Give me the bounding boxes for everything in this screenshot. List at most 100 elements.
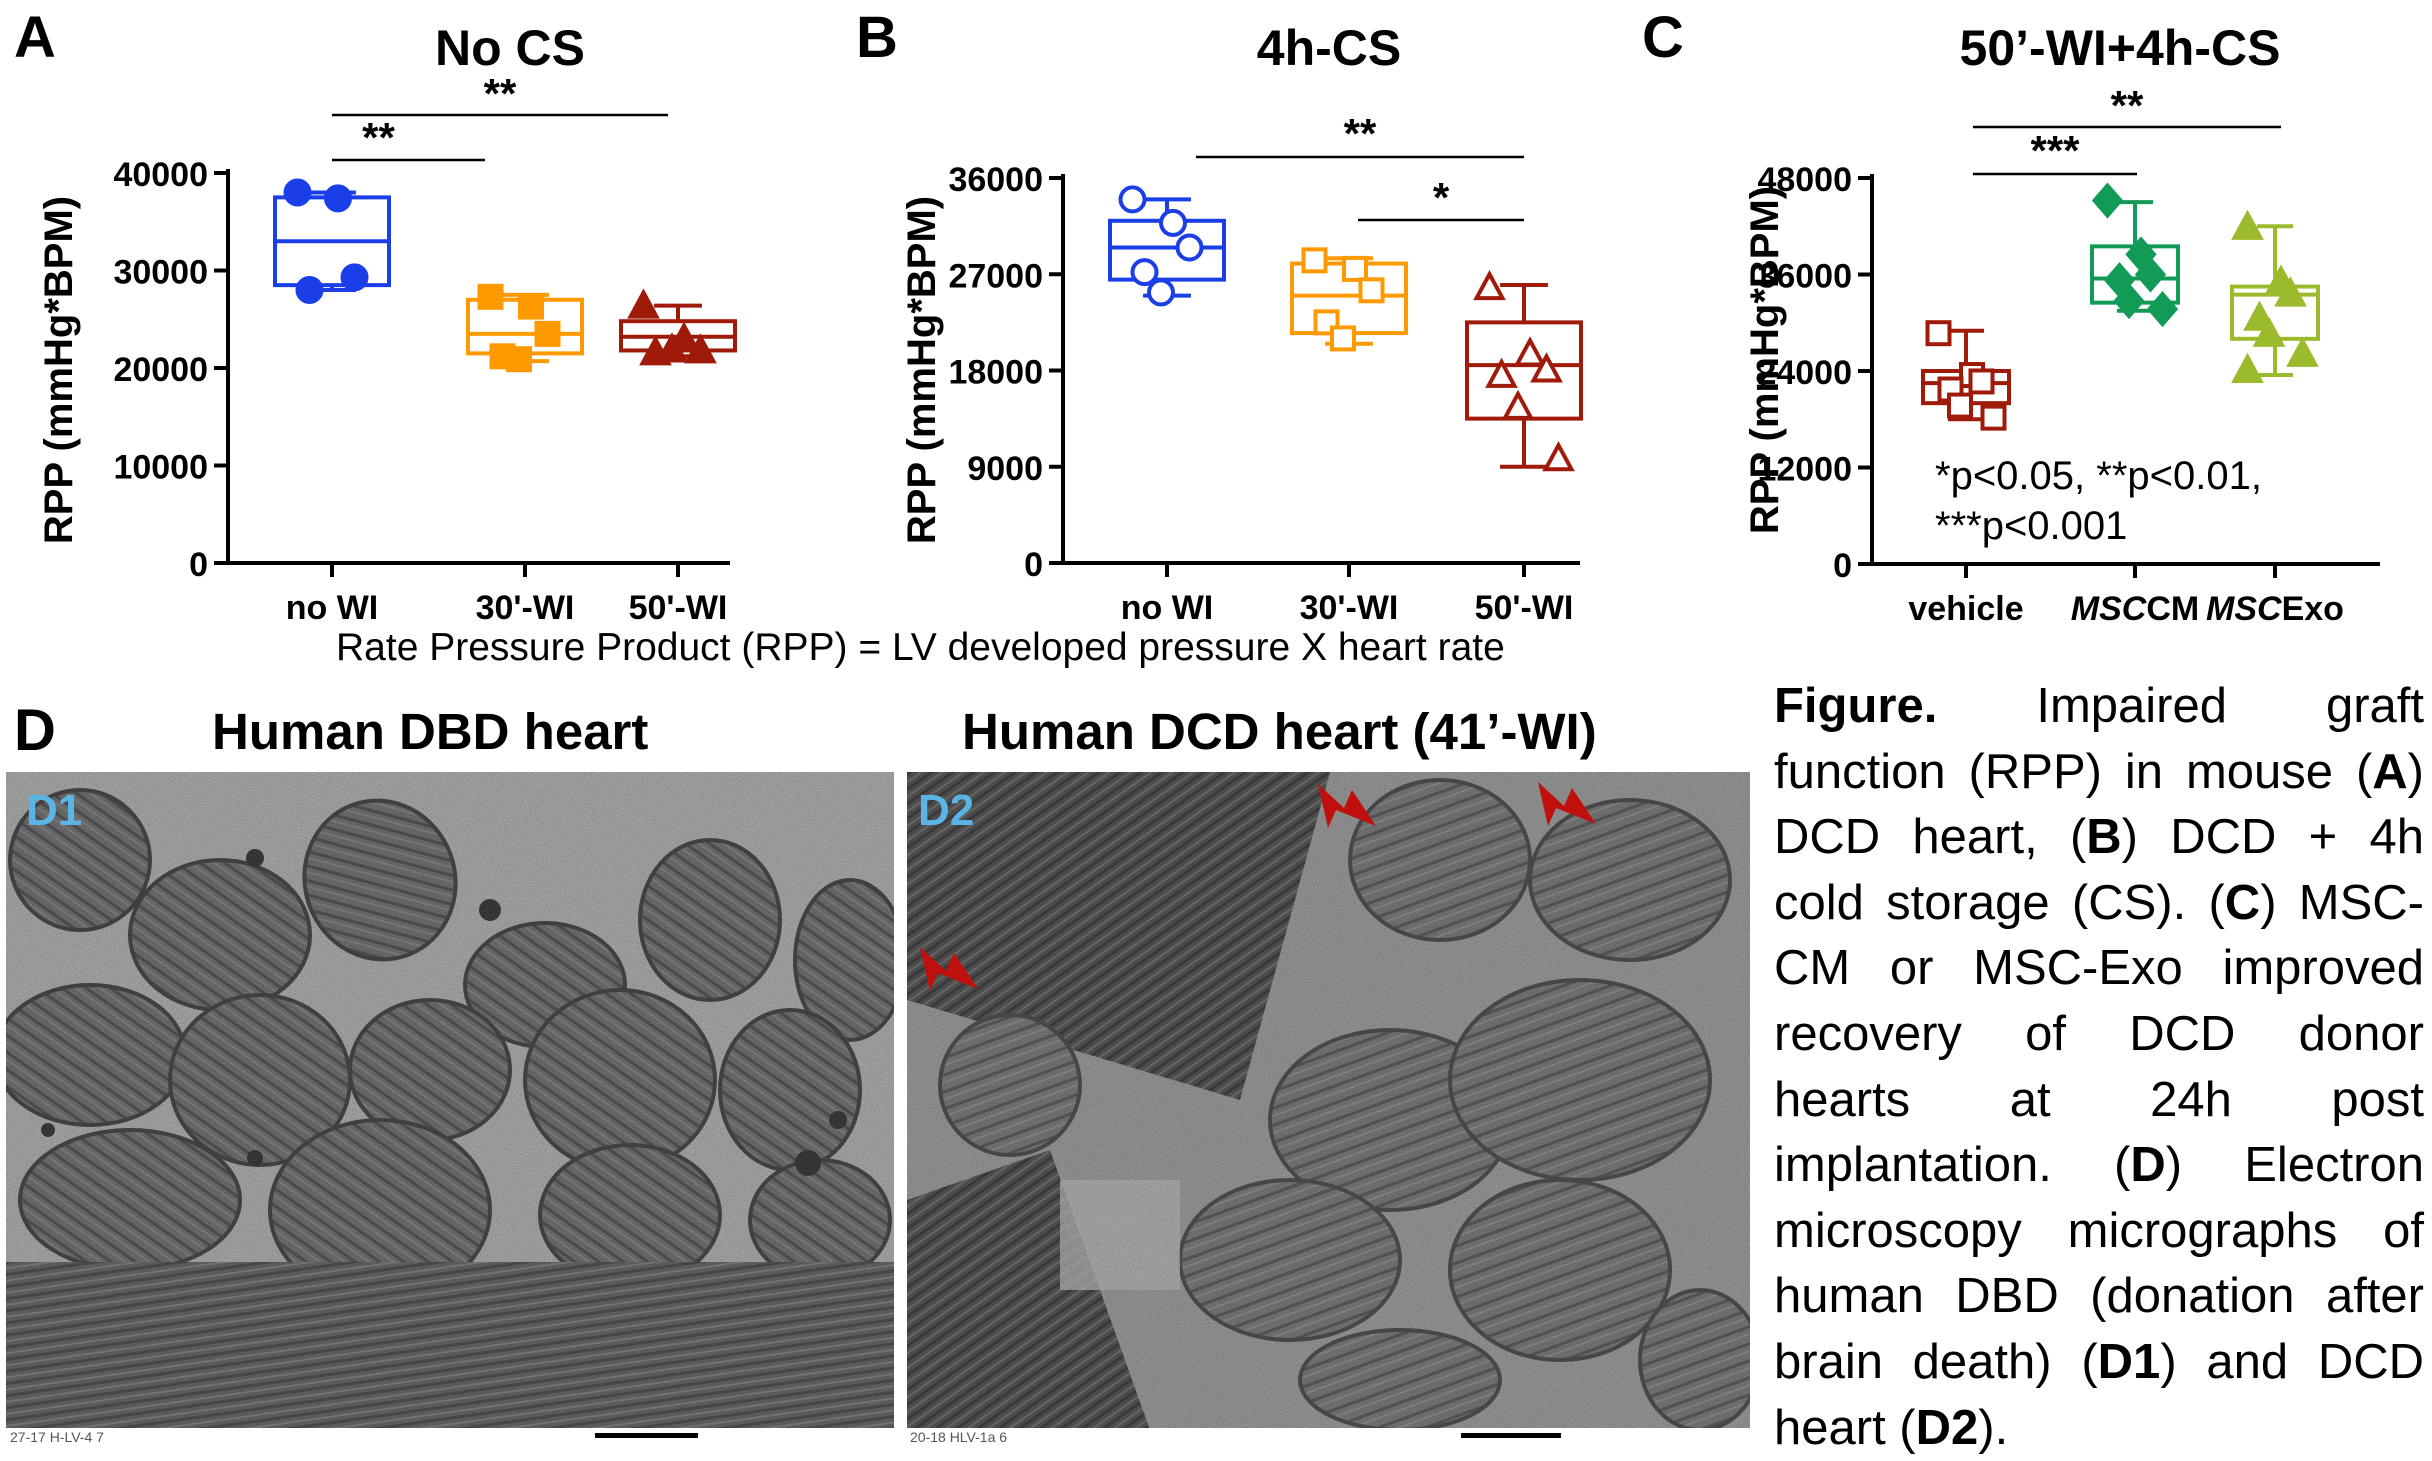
data-point [1473, 269, 1506, 301]
data-point [1130, 258, 1159, 287]
d1-label: D1 [26, 786, 83, 835]
data-point [1485, 357, 1518, 388]
micrograph-d2 [907, 772, 1750, 1428]
data-point [1118, 185, 1147, 214]
chart-title: 4h-CS [1257, 20, 1401, 76]
x-tick-label: no WI [286, 589, 379, 627]
caption-part: Impaired graft function (RPP) in mouse ( [1774, 679, 2424, 799]
caption-part: ) DCD + 4h cold storage (CS). ( [1774, 810, 2424, 930]
y-tick-label: 10000 [113, 449, 208, 487]
significance-label: ** [362, 114, 395, 161]
data-point [2146, 291, 2179, 328]
y-axis-label: RPP (mmHg*BPM) [1743, 186, 1787, 534]
data-point [2286, 336, 2319, 367]
data-point [2274, 276, 2307, 307]
significance-label: ** [2111, 82, 2144, 129]
y-axis-label: RPP (mmHg*BPM) [900, 196, 944, 544]
significance-label: ** [484, 70, 517, 117]
data-point [1513, 336, 1547, 367]
data-point [1980, 404, 2007, 431]
caption-ref: D2 [1915, 1400, 1979, 1455]
data-point [518, 293, 544, 320]
x-tick-label: no WI [1121, 589, 1214, 627]
y-tick-label: 9000 [967, 450, 1043, 488]
data-point [2252, 316, 2286, 347]
y-tick-label: 0 [189, 546, 208, 584]
rpp-formula: Rate Pressure Product (RPP) = LV develop… [336, 626, 1505, 669]
data-point [2091, 182, 2124, 219]
data-point [1501, 389, 1535, 420]
y-tick-label: 0 [1833, 547, 1852, 585]
charts-canvas: No CS RPP (mmHg*BPM) 0 10000 20000 30000 40000… [37, 20, 2380, 628]
figure-caption: Figure. Impaired graft function (RPP) in… [1774, 674, 2424, 1461]
data-point [684, 333, 717, 364]
caption-ref: B [2086, 810, 2122, 865]
d1-image-id: 27-17 H-LV-4 7 [10, 1429, 104, 1445]
panel-letter-c: C [1642, 5, 1684, 70]
y-tick-label: 27000 [948, 257, 1043, 295]
caption-part: ) DCD heart, ( [1774, 744, 2424, 865]
data-point [2113, 282, 2145, 320]
data-point [2134, 256, 2167, 293]
d2-image-id: 20-18 HLV-1a 6 [910, 1429, 1008, 1445]
data-point [340, 263, 369, 292]
panel-letter-a: A [14, 5, 56, 70]
caption-part: ) Electron microscopy micrographs of hum… [1774, 1138, 2424, 1389]
data-point [1159, 208, 1187, 237]
d2-arrows [920, 782, 1596, 991]
y-tick-label: 30000 [113, 254, 208, 292]
data-point [1330, 325, 1356, 352]
y-tick-label: 36000 [1757, 258, 1852, 296]
data-point [283, 178, 312, 207]
panel-letter-b: B [856, 5, 898, 70]
d2-title: Human DCD heart (41’-WI) [962, 703, 1597, 760]
y-tick-label: 20000 [113, 351, 208, 389]
caption-part: ). [1978, 1400, 2009, 1455]
x-tick-label-suffix: Exo [2282, 590, 2344, 628]
significance-footnote-line-2: ***p<0.001 [1935, 504, 2128, 548]
y-tick-label: 40000 [113, 156, 208, 194]
data-point [1301, 247, 1328, 274]
data-point [1530, 352, 1563, 383]
significance-label: * [1433, 174, 1450, 221]
x-tick-label: 50'-WI [629, 589, 728, 627]
data-point [2231, 352, 2264, 383]
panel-letter-d: D [14, 698, 56, 763]
caption-part: ) MSC-CM or MSC-Exo improved recovery of… [1774, 875, 2424, 1193]
data-point [1925, 320, 1952, 347]
data-point [655, 332, 689, 363]
micrograph-d1 [6, 772, 894, 1428]
significance-footnote-line-1: *p<0.05, **p<0.01, [1935, 454, 2262, 498]
chart-title: 50’-WI+4h-CS [1960, 20, 2281, 76]
y-tick-label: 24000 [1757, 354, 1852, 392]
x-tick-label: MSCExo [2206, 590, 2344, 628]
data-point [1542, 441, 1575, 472]
y-tick-label: 36000 [948, 161, 1043, 199]
d2-scale-bar [1461, 1433, 1561, 1438]
data-point [324, 184, 352, 213]
y-tick-label: 18000 [948, 354, 1043, 392]
d2-label: D2 [918, 786, 975, 835]
data-point [1947, 392, 1973, 419]
data-point [1358, 277, 1385, 304]
data-point [1968, 368, 1995, 395]
data-point [534, 320, 561, 347]
y-tick-label: 12000 [1757, 451, 1852, 489]
data-point [1342, 255, 1368, 282]
x-tick-label-prefix: MSC [2206, 590, 2282, 628]
data-point [295, 276, 324, 304]
y-tick-label: 48000 [1757, 161, 1852, 199]
significance-label: *** [2030, 127, 2080, 174]
x-tick-label: 30'-WI [1300, 589, 1399, 627]
caption-ref: A [2372, 744, 2408, 799]
data-point [1147, 278, 1175, 307]
x-tick-label-suffix: CM [2146, 590, 2199, 628]
d1-title: Human DBD heart [212, 703, 649, 760]
caption-ref: D [2130, 1138, 2166, 1193]
y-tick-label: 0 [1024, 546, 1043, 584]
x-tick-label: 30'-WI [476, 589, 575, 627]
caption-title: Figure. [1774, 679, 1938, 733]
data-point [506, 346, 532, 373]
caption-ref: C [2224, 875, 2261, 930]
